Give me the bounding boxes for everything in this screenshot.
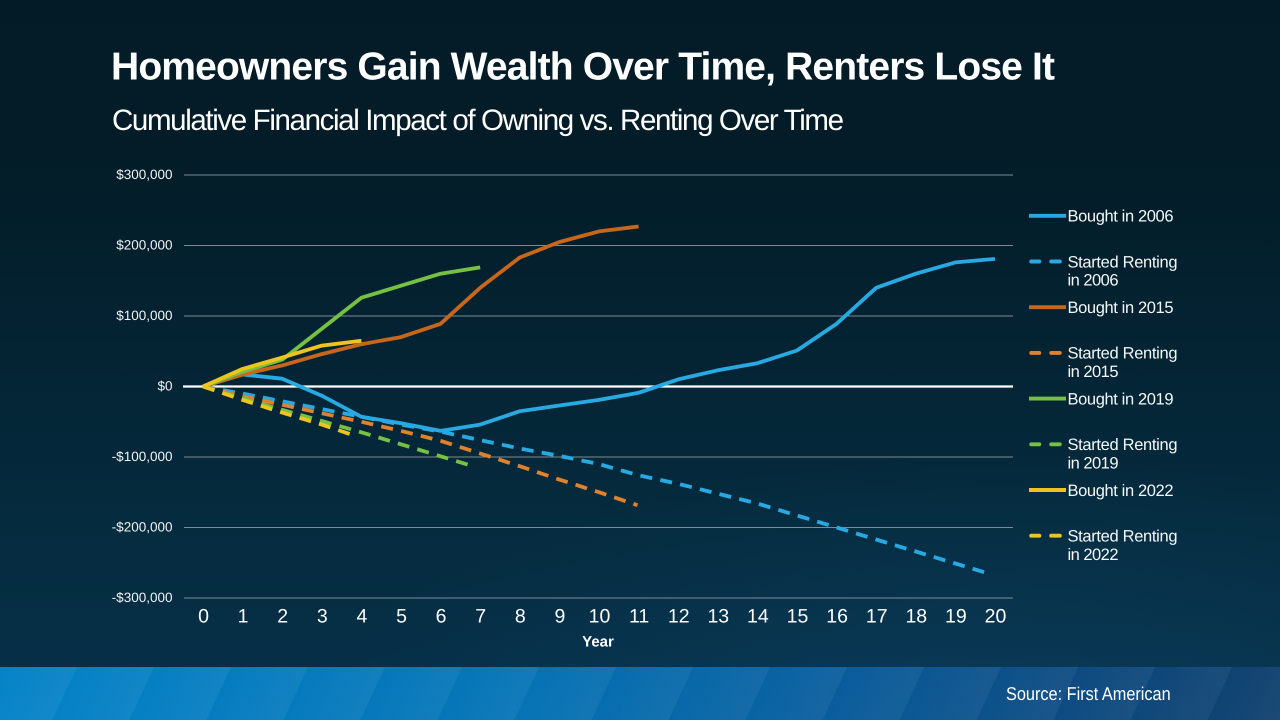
svg-text:7: 7 [475,606,486,628]
svg-text:9: 9 [554,606,565,628]
svg-text:0: 0 [198,606,209,628]
svg-text:$300,000: $300,000 [116,167,172,182]
svg-text:2: 2 [277,606,288,628]
svg-text:Homeowners Gain Wealth Over Ti: Homeowners Gain Wealth Over Time, Renter… [111,45,1055,88]
svg-text:Year: Year [582,633,614,650]
svg-text:Cumulative Financial Impact of: Cumulative Financial Impact of Owning vs… [112,104,844,137]
svg-text:11: 11 [629,606,649,628]
svg-text:-$300,000: -$300,000 [112,590,173,605]
svg-text:in 2019: in 2019 [1068,454,1119,472]
svg-text:3: 3 [317,606,328,628]
svg-text:5: 5 [396,606,407,628]
svg-text:6: 6 [436,606,447,628]
svg-text:1: 1 [238,606,249,628]
svg-text:-$200,000: -$200,000 [112,520,173,535]
svg-text:18: 18 [905,606,927,628]
svg-text:8: 8 [515,606,526,628]
svg-text:10: 10 [589,606,611,628]
svg-text:$200,000: $200,000 [116,238,172,253]
svg-text:20: 20 [985,606,1007,628]
svg-text:Bought in 2006: Bought in 2006 [1068,208,1174,226]
svg-text:Started Renting: Started Renting [1068,528,1178,546]
svg-text:13: 13 [707,606,729,628]
svg-text:17: 17 [866,606,888,628]
svg-text:in 2006: in 2006 [1068,272,1119,290]
svg-text:Bought in 2019: Bought in 2019 [1068,390,1174,408]
svg-text:in 2022: in 2022 [1068,546,1119,564]
svg-text:Started Renting: Started Renting [1068,345,1178,363]
svg-text:Bought in 2022: Bought in 2022 [1068,482,1174,500]
svg-text:Started Renting: Started Renting [1068,436,1178,454]
svg-text:Started Renting: Started Renting [1068,253,1178,271]
svg-text:-$100,000: -$100,000 [112,449,173,464]
svg-text:in 2015: in 2015 [1068,363,1119,381]
svg-text:4: 4 [356,606,367,628]
svg-text:19: 19 [945,606,967,628]
svg-text:$0: $0 [157,379,172,394]
svg-text:14: 14 [747,606,769,628]
svg-text:15: 15 [787,606,809,628]
svg-text:$100,000: $100,000 [116,308,172,323]
svg-text:Bought in 2015: Bought in 2015 [1068,299,1174,317]
svg-text:16: 16 [826,606,848,628]
svg-text:12: 12 [668,606,690,628]
